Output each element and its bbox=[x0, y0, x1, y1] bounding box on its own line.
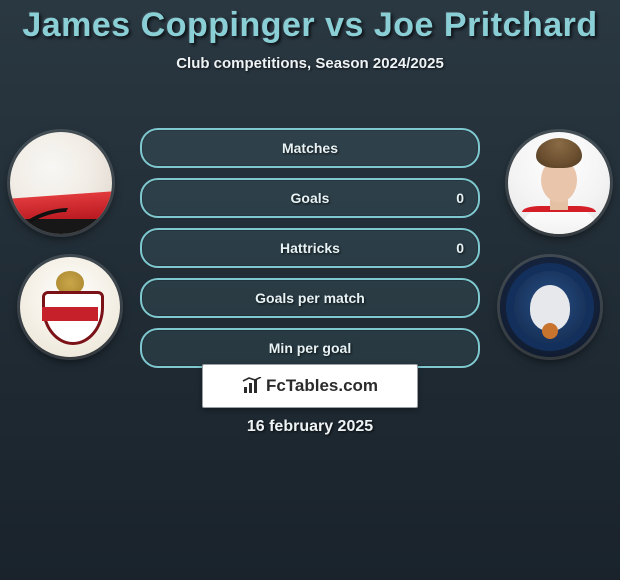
bar-chart-icon bbox=[242, 377, 262, 395]
player-right-avatar bbox=[508, 132, 610, 234]
club-left-crest bbox=[20, 257, 120, 357]
brand-label: FcTables.com bbox=[266, 376, 378, 396]
club-right-crest bbox=[500, 257, 600, 357]
footer-date: 16 february 2025 bbox=[0, 418, 620, 436]
stats-rows: Matches Goals 0 Hattricks 0 Goals per ma… bbox=[140, 128, 480, 378]
stat-right-value: 0 bbox=[456, 180, 464, 216]
stat-label: Hattricks bbox=[142, 230, 478, 266]
club-left-crest-art bbox=[20, 257, 120, 357]
swoosh-icon bbox=[26, 206, 70, 224]
stat-label: Goals per match bbox=[142, 280, 478, 316]
brand-text: FcTables.com bbox=[242, 376, 378, 396]
page-subtitle: Club competitions, Season 2024/2025 bbox=[0, 55, 620, 72]
stat-row-goals-per-match: Goals per match bbox=[140, 278, 480, 318]
player-left-avatar bbox=[10, 132, 112, 234]
club-right-crest-art bbox=[500, 257, 600, 357]
player-left-avatar-art bbox=[10, 132, 112, 234]
stat-label: Goals bbox=[142, 180, 478, 216]
brand-box: FcTables.com bbox=[202, 364, 418, 408]
stat-label: Matches bbox=[142, 130, 478, 166]
stat-label: Min per goal bbox=[142, 330, 478, 366]
stat-row-goals: Goals 0 bbox=[140, 178, 480, 218]
page-title: James Coppinger vs Joe Pritchard bbox=[0, 6, 620, 45]
stat-row-matches: Matches bbox=[140, 128, 480, 168]
stat-row-hattricks: Hattricks 0 bbox=[140, 228, 480, 268]
player-right-avatar-art bbox=[508, 132, 610, 234]
stat-right-value: 0 bbox=[456, 230, 464, 266]
stat-row-min-per-goal: Min per goal bbox=[140, 328, 480, 368]
